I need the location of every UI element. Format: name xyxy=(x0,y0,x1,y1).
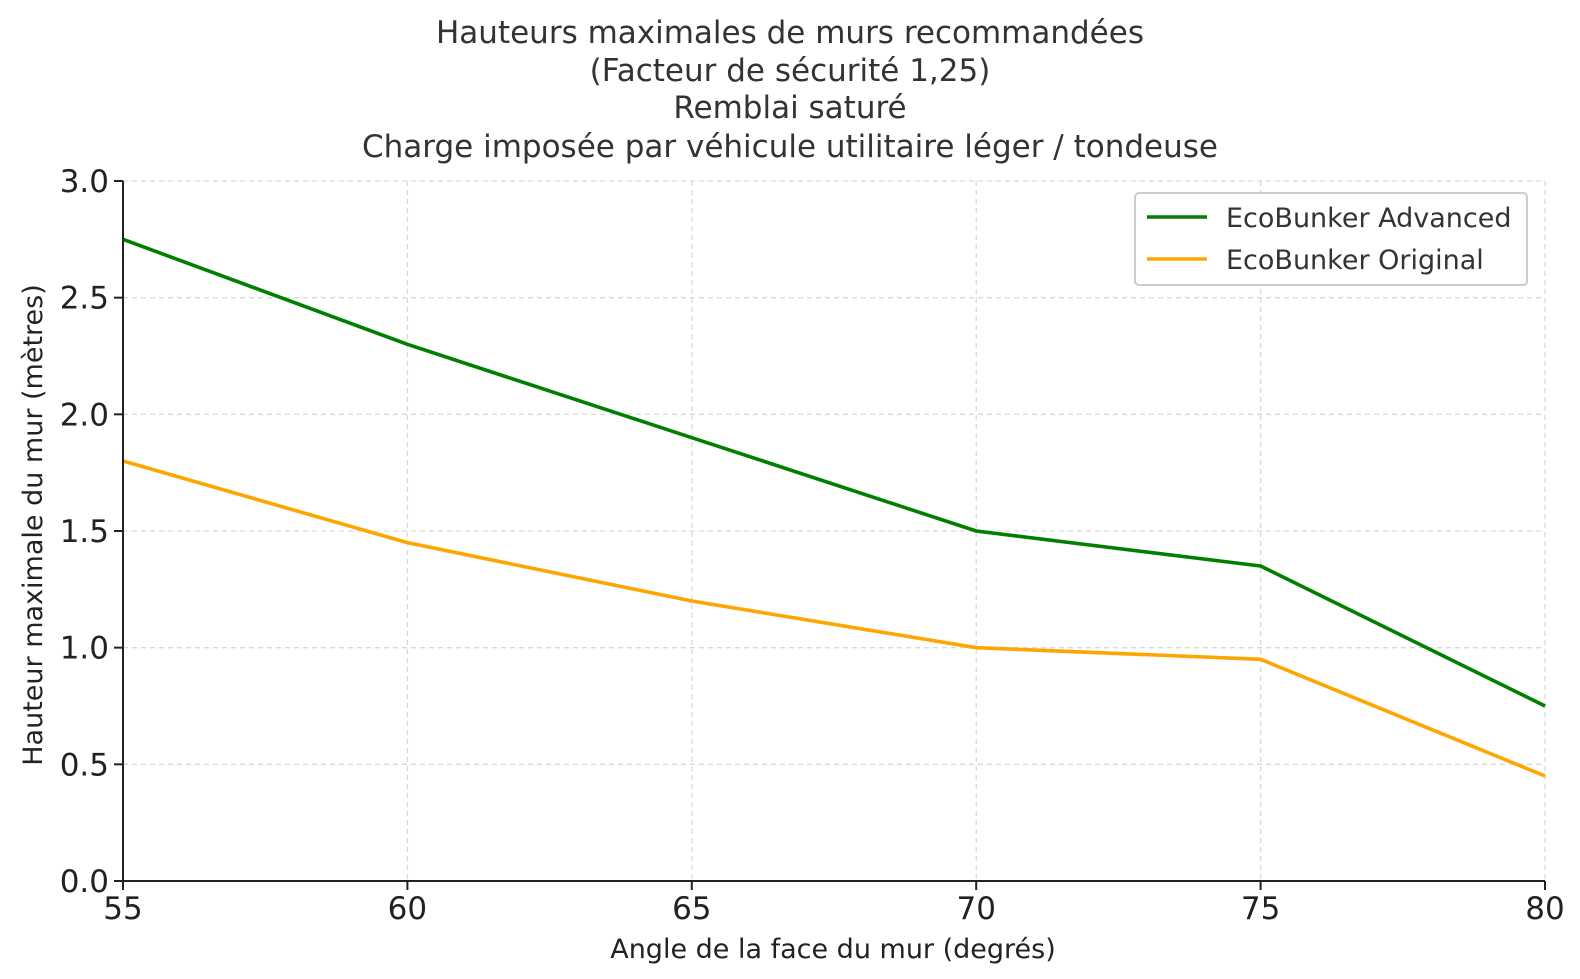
x-tick-label-75: 75 xyxy=(1241,891,1280,927)
chart-title-line-3: Remblai saturé xyxy=(673,90,907,126)
series-line-0 xyxy=(122,237,1546,708)
legend-label-0: EcoBunker Advanced xyxy=(1226,203,1512,234)
x-tick-label-80: 80 xyxy=(1525,891,1564,927)
chart-title-line-2: (Facteur de sécurité 1,25) xyxy=(589,53,991,89)
x-axis-label: Angle de la face du mur (degrés) xyxy=(610,934,1056,965)
x-tick-label-65: 65 xyxy=(672,891,711,927)
y-tick-label-0.5: 0.5 xyxy=(60,747,109,783)
y-tick-label-1.0: 1.0 xyxy=(60,631,109,667)
chart-title-line-4: Charge imposée par véhicule utilitaire l… xyxy=(362,129,1218,165)
y-tick-label-1.5: 1.5 xyxy=(60,514,109,550)
axes xyxy=(114,180,1546,890)
y-tick-label-3.0: 3.0 xyxy=(60,164,109,200)
legend-box xyxy=(1134,192,1528,286)
legend-label-1: EcoBunker Original xyxy=(1226,245,1484,276)
series-lines xyxy=(122,237,1546,778)
x-tick-label-60: 60 xyxy=(388,891,427,927)
y-tick-label-0.0: 0.0 xyxy=(60,864,109,900)
series-line-1 xyxy=(122,459,1546,778)
x-tick-label-55: 55 xyxy=(103,891,142,927)
y-tick-label-2.5: 2.5 xyxy=(60,281,109,317)
chart-title-line-1: Hauteurs maximales de murs recommandées xyxy=(436,15,1144,51)
legend: EcoBunker Advanced EcoBunker Original xyxy=(1134,192,1528,286)
y-axis-label: Hauteur maximale du mur (mètres) xyxy=(18,284,49,766)
y-tick-label-2.0: 2.0 xyxy=(60,397,109,433)
x-tick-label-70: 70 xyxy=(956,891,995,927)
tick-labels: 55 60 65 70 75 80 0.0 0.5 1.0 1.5 2.0 2.5 3.0 xyxy=(60,164,1565,927)
